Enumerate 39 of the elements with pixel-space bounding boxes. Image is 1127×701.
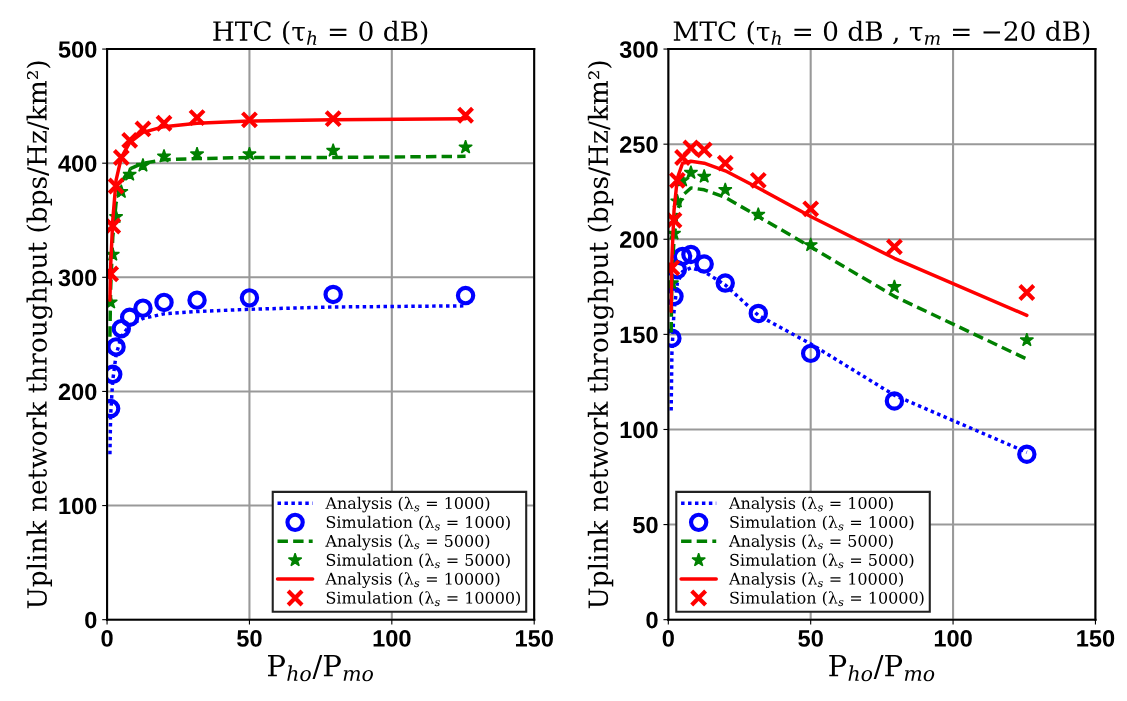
legend-label: Simulation (λ$_{s}$ = 10000) <box>730 591 924 607</box>
y-tick-label: 250 <box>620 136 658 153</box>
x-axis-title: P$_{ho}$/P$_{mo}$ <box>267 655 373 682</box>
legend-label: Simulation (λ$_{s}$ = 1000) <box>326 515 510 531</box>
y-tick-label: 500 <box>58 41 97 58</box>
x-tick-label: 150 <box>1077 630 1115 647</box>
y-tick-label: 0 <box>85 611 97 629</box>
y-tick-label: 300 <box>58 269 97 287</box>
x-axis-title: P$_{ho}$/P$_{mo}$ <box>829 655 935 682</box>
y-tick-label: 300 <box>619 41 658 58</box>
x-tick-label: 0 <box>662 630 674 647</box>
y-tick-label: 200 <box>620 231 658 249</box>
legend-label: Analysis (λ$_{s}$ = 1000) <box>728 496 893 513</box>
chart-title: HTC (τ$_{h}$ = 0 dB) <box>213 20 428 45</box>
y-tick-label: 100 <box>59 497 97 515</box>
legend-label: Analysis (λ$_{s}$ = 10000) <box>728 572 904 589</box>
x-tick-label: 100 <box>373 630 411 647</box>
x-tick-label: 0 <box>101 630 113 647</box>
y-tick-label: 0 <box>646 611 658 629</box>
legend-label: Analysis (λ$_{s}$ = 1000) <box>325 496 490 513</box>
y-tick-label: 100 <box>620 421 658 439</box>
x-tick-label: 100 <box>934 630 972 647</box>
legend-label: Simulation (λ$_{s}$ = 5000) <box>730 553 914 569</box>
chart-title: MTC (τ$_{h}$ = 0 dB , τ$_{m}$ = −20 dB) <box>673 20 1090 45</box>
x-tick-label: 50 <box>798 630 823 647</box>
x-tick-label: 50 <box>237 630 262 647</box>
legend-label: Simulation (λ$_{s}$ = 1000) <box>730 515 914 531</box>
y-tick-label: 150 <box>620 326 658 344</box>
legend-label: Analysis (λ$_{s}$ = 5000) <box>325 534 490 551</box>
y-tick-label: 200 <box>58 383 97 401</box>
y-tick-label: 400 <box>58 155 97 172</box>
x-tick-label: 150 <box>515 630 553 647</box>
legend-label: Analysis (λ$_{s}$ = 10000) <box>325 572 500 589</box>
legend-label: Analysis (λ$_{s}$ = 5000) <box>728 534 893 551</box>
legend-label: Simulation (λ$_{s}$ = 10000) <box>326 591 521 607</box>
legend-label: Simulation (λ$_{s}$ = 5000) <box>326 553 510 569</box>
y-tick-label: 50 <box>633 516 658 534</box>
y-axis-title: Uplink network throughput (bps/Hz/km²) <box>587 61 614 609</box>
y-axis-title: Uplink network throughput (bps/Hz/km²) <box>26 61 53 609</box>
